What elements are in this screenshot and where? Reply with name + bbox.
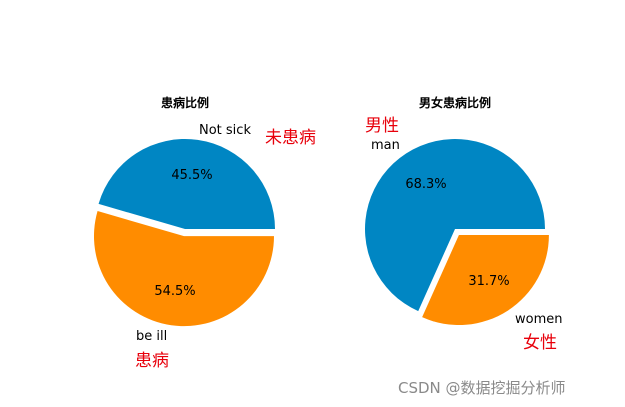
annotation-women: 女性 [523, 333, 557, 353]
watermark-text: CSDN @数据挖掘分析师 [398, 379, 566, 397]
annotation-be-ill: 患病 [135, 351, 169, 371]
chart-title: 男女患病比例 [419, 95, 491, 110]
pie-chart-illness: 患病比例 45.5% 54.5% Not sick be ill 未患病 患病 [93, 95, 316, 371]
slice-label-women: women [515, 312, 563, 327]
pct-label-not-sick: 45.5% [171, 168, 212, 183]
pie-slice-women [422, 235, 549, 326]
pie-chart-gender: 男女患病比例 68.3% 31.7% man women 男性 女性 [365, 95, 563, 353]
slice-label-man: man [371, 138, 400, 153]
pct-label-be-ill: 54.5% [154, 284, 195, 299]
annotation-man: 男性 [365, 116, 399, 136]
chart-title: 患病比例 [161, 95, 209, 110]
slice-label-be-ill: be ill [136, 329, 167, 344]
annotation-not-sick: 未患病 [265, 128, 316, 148]
pie-slice-man [365, 138, 545, 312]
slice-label-not-sick: Not sick [199, 123, 251, 138]
pie-slice-be-ill [93, 211, 274, 327]
pct-label-man: 68.3% [405, 177, 446, 192]
pct-label-women: 31.7% [468, 274, 509, 289]
pie-slice-not-sick [98, 138, 275, 229]
